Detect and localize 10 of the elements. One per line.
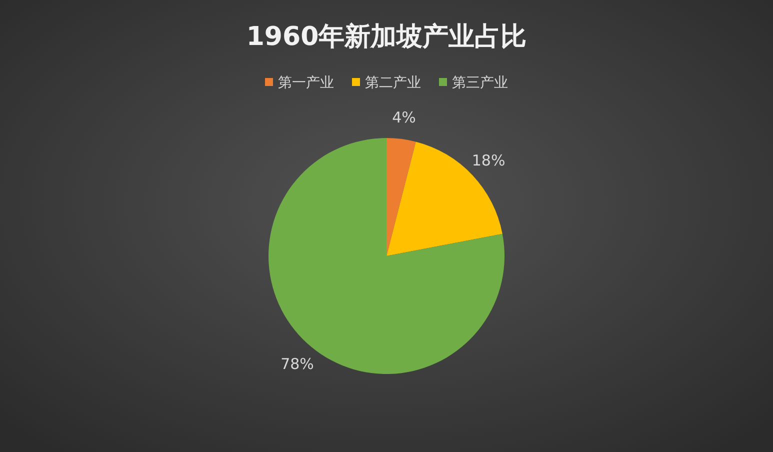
legend-label: 第三产业 — [452, 74, 508, 91]
pie-slice — [386, 138, 416, 256]
pie-slice — [268, 138, 504, 374]
legend-label: 第二产业 — [365, 74, 421, 91]
chart-title: 1960年新加坡产业占比 — [246, 22, 527, 52]
pie-slice — [386, 142, 502, 256]
data-label: 4% — [392, 108, 416, 126]
data-label: 18% — [472, 151, 506, 170]
legend-label: 第一产业 — [278, 74, 334, 91]
data-label: 78% — [280, 355, 314, 374]
